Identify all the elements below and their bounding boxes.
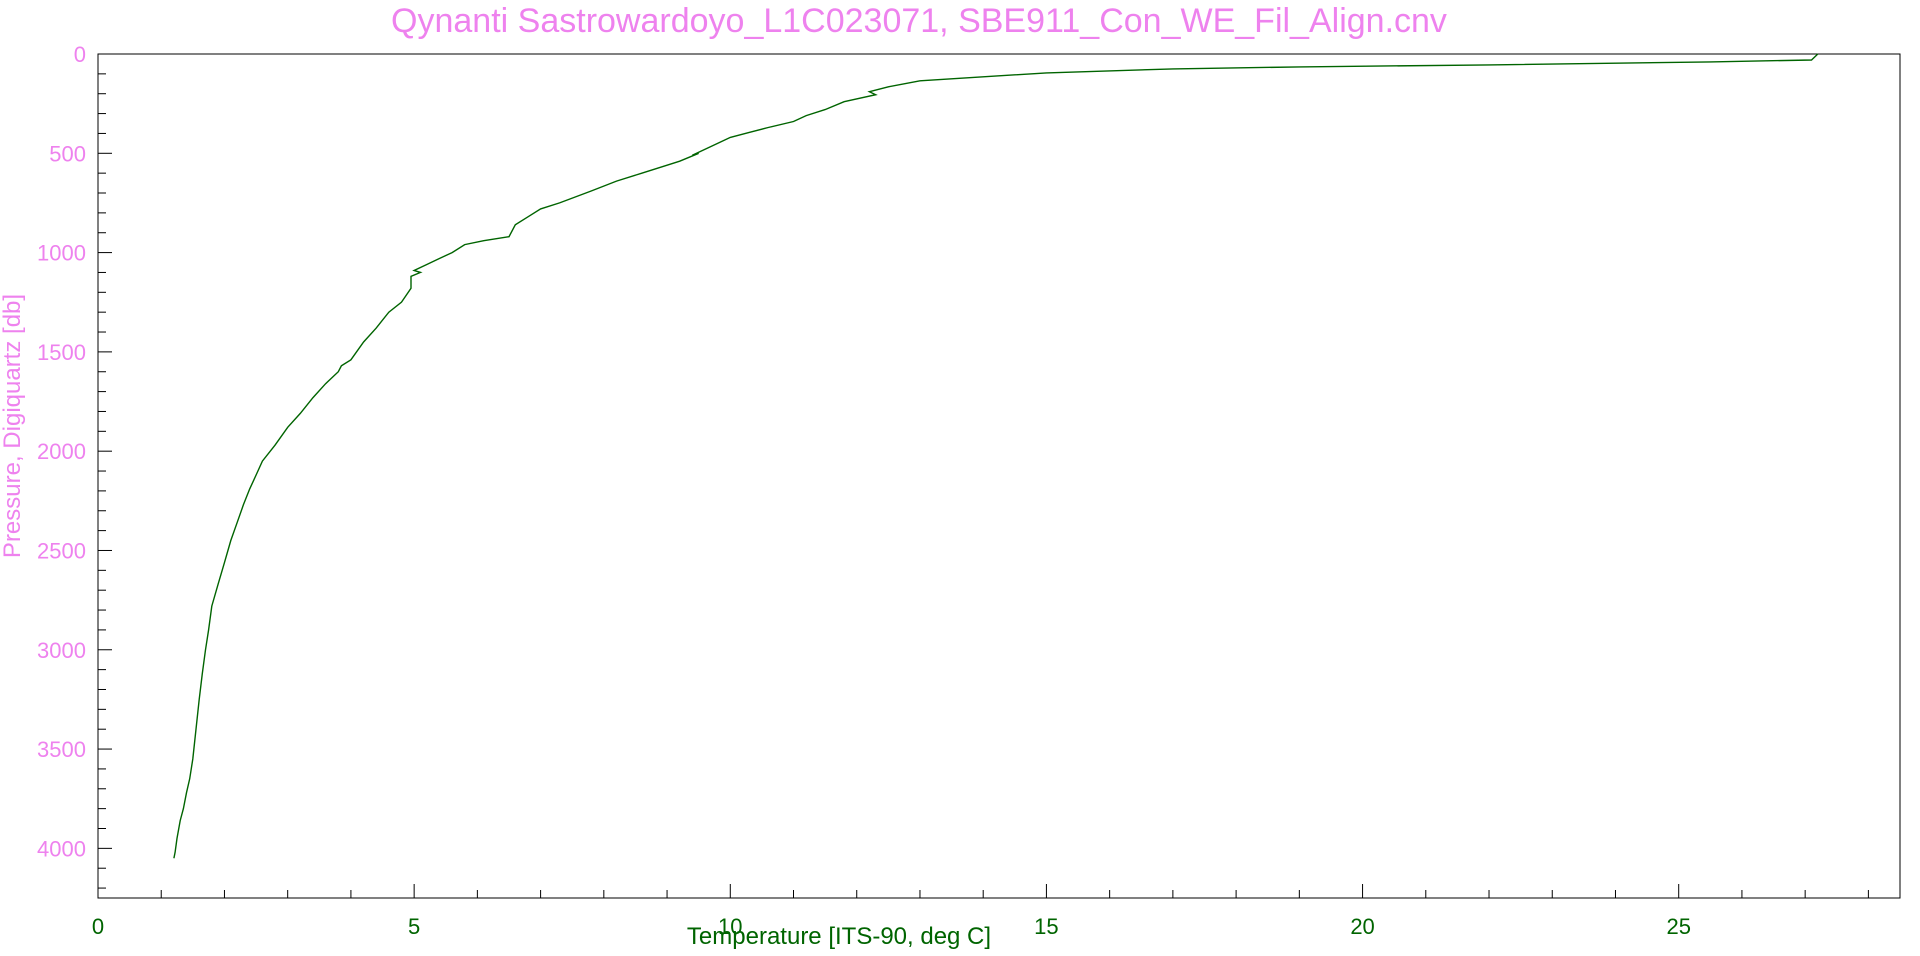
chart-title: Qynanti Sastrowardoyo_L1C023071, SBE911_… <box>391 2 1447 40</box>
plot-frame <box>97 53 1901 899</box>
y-tick-label: 2500 <box>37 538 86 563</box>
y-tick-label: 500 <box>49 141 86 166</box>
x-axis-label: Temperature [ITS-90, deg C] <box>687 923 991 950</box>
y-tick-label: 4000 <box>37 836 86 861</box>
y-tick-label: 3000 <box>37 638 86 663</box>
y-tick-label: 2000 <box>37 439 86 464</box>
y-axis-ticks: 0 500 1000 1500 2000 2500 3000 3500 4000 <box>37 42 112 889</box>
y-tick-label: 1500 <box>37 340 86 365</box>
x-tick-label: 15 <box>1034 914 1058 939</box>
x-tick-label: 20 <box>1350 914 1374 939</box>
x-tick-label: 5 <box>408 914 420 939</box>
x-tick-label: 25 <box>1666 914 1690 939</box>
x-axis-ticks: 0 5 10 15 20 25 <box>92 884 1869 939</box>
y-axis-label: Pressure, Digiquartz [db] <box>0 294 26 558</box>
temperature-profile-line <box>173 53 1819 859</box>
y-tick-label: 0 <box>74 42 86 67</box>
y-tick-label: 3500 <box>37 737 86 762</box>
x-tick-label: 10 <box>718 914 742 939</box>
x-tick-label: 0 <box>92 914 104 939</box>
y-tick-label: 1000 <box>37 241 86 266</box>
